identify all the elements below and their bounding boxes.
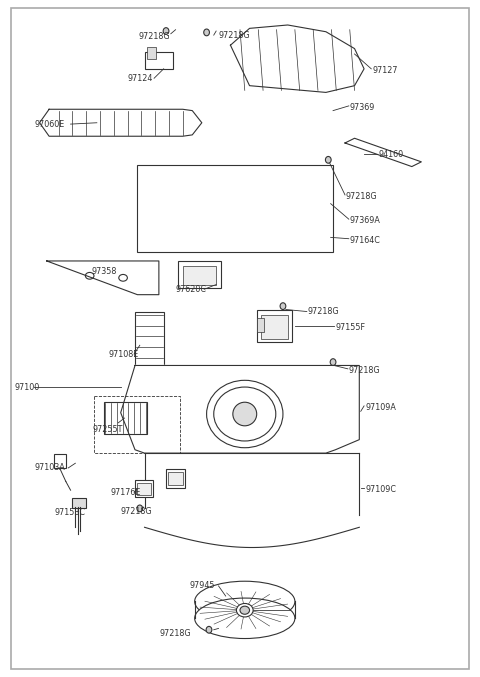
Text: 97109C: 97109C — [365, 485, 396, 494]
Bar — [262, 315, 288, 338]
Ellipse shape — [195, 582, 295, 621]
Ellipse shape — [240, 606, 250, 614]
Bar — [257, 318, 264, 332]
Text: 94160: 94160 — [378, 150, 404, 159]
Ellipse shape — [280, 303, 286, 309]
Text: 97124: 97124 — [127, 74, 153, 83]
Polygon shape — [230, 25, 364, 92]
Ellipse shape — [137, 505, 143, 512]
Text: 97218G: 97218G — [160, 630, 192, 638]
Text: 97369: 97369 — [350, 103, 375, 112]
Bar — [104, 402, 147, 434]
Ellipse shape — [325, 156, 331, 163]
Text: 97218G: 97218G — [308, 307, 339, 316]
Text: 97108E: 97108E — [109, 349, 139, 359]
Polygon shape — [345, 138, 421, 167]
Bar — [257, 309, 292, 342]
Text: 97109A: 97109A — [365, 403, 396, 412]
Text: 97620C: 97620C — [176, 285, 207, 294]
Bar — [168, 472, 183, 485]
Text: 97164C: 97164C — [350, 236, 381, 244]
Polygon shape — [120, 366, 360, 453]
Bar — [137, 483, 151, 495]
Ellipse shape — [206, 626, 212, 633]
Text: 97176E: 97176E — [110, 487, 141, 497]
Ellipse shape — [195, 598, 295, 638]
Text: 97153C: 97153C — [54, 508, 85, 517]
Text: 97103A: 97103A — [35, 464, 66, 473]
Text: 97218G: 97218G — [349, 366, 381, 374]
Ellipse shape — [237, 603, 253, 617]
Bar — [142, 227, 328, 248]
Ellipse shape — [85, 272, 94, 279]
Text: 97218G: 97218G — [218, 30, 250, 39]
Text: 97060E: 97060E — [35, 120, 65, 129]
Text: 97100: 97100 — [15, 383, 40, 391]
Text: 97369A: 97369A — [350, 216, 381, 225]
Polygon shape — [39, 109, 202, 136]
Polygon shape — [47, 261, 159, 294]
Bar — [147, 47, 156, 59]
Text: 97127: 97127 — [372, 66, 398, 74]
Ellipse shape — [163, 28, 169, 35]
Ellipse shape — [330, 359, 336, 366]
Ellipse shape — [206, 380, 283, 447]
Polygon shape — [144, 453, 360, 548]
Bar — [135, 311, 164, 372]
Bar — [135, 480, 153, 497]
Text: 97218G: 97218G — [346, 192, 378, 201]
Ellipse shape — [214, 387, 276, 441]
Bar — [144, 52, 173, 69]
Bar — [137, 165, 333, 253]
Bar — [54, 454, 66, 468]
Bar — [166, 469, 185, 488]
Text: 97218G: 97218G — [138, 32, 170, 41]
Text: 97358: 97358 — [91, 267, 117, 276]
Bar — [72, 498, 86, 508]
Text: 97155F: 97155F — [336, 323, 365, 332]
Bar — [178, 261, 221, 288]
Ellipse shape — [233, 402, 257, 426]
Text: 97945: 97945 — [189, 582, 215, 590]
Text: 97255T: 97255T — [92, 425, 122, 434]
Bar — [144, 170, 326, 231]
Bar — [183, 265, 216, 284]
Text: 97218G: 97218G — [120, 506, 152, 516]
Ellipse shape — [204, 29, 209, 36]
Ellipse shape — [119, 274, 127, 281]
